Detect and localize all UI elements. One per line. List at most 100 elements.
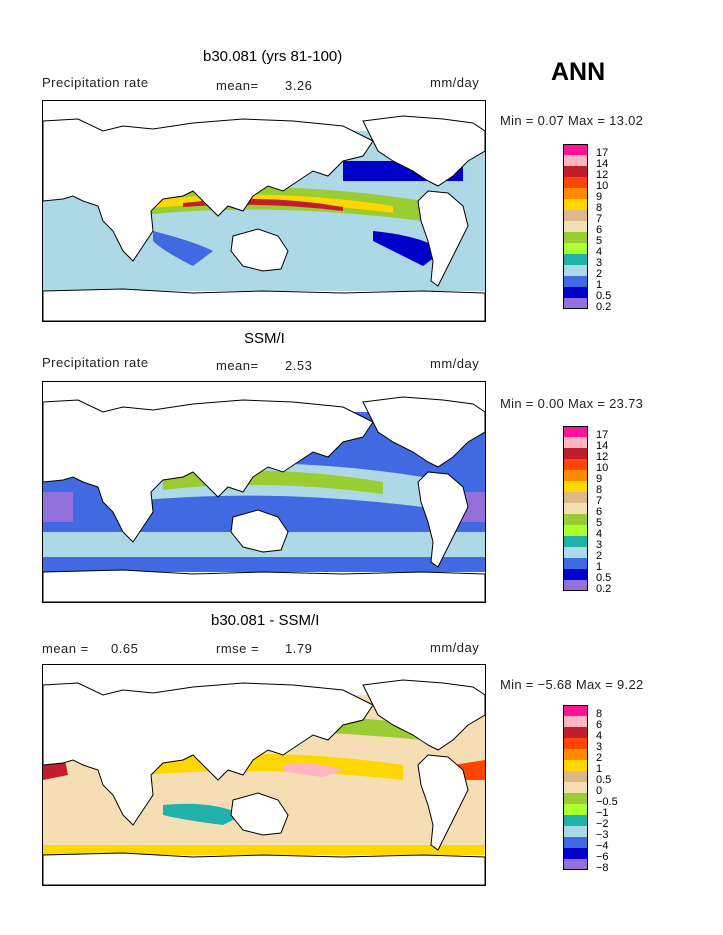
colorbar-label: 4 [596,246,603,258]
colorbar-swatch [563,727,588,738]
colorbar-label: −2 [596,818,609,830]
rmse-label-diff: rmse = [216,641,260,656]
colorbar-label: 17 [596,147,609,159]
colorbar-label: 0.2 [596,301,612,313]
colorbar-label: 3 [596,539,603,551]
continent-outline [43,399,374,543]
colorbar-label: 10 [596,462,609,474]
colorbar-swatch [563,210,588,221]
colorbar-label: 0.2 [596,583,612,595]
colorbar-label: −8 [596,862,609,874]
units-diff: mm/day [430,640,480,655]
colorbar-label: 1 [596,279,603,291]
colorbar-label: 5 [596,235,603,247]
colorbar-swatch [563,503,588,514]
continent-outline [230,792,289,836]
continent-outline [43,288,485,321]
mean-label-diff: mean = [42,641,89,656]
colorbar-label: −4 [596,840,609,852]
colorbar-swatch [563,815,588,826]
colorbar-swatch [563,547,588,558]
season-label: ANN [551,58,606,86]
panel-title-obs: SSM/I [244,330,285,347]
units-model: mm/day [430,75,480,90]
colorbar-label: 6 [596,506,603,518]
colorbar-swatch [563,221,588,232]
continent-outline [362,396,485,468]
colorbar-label: −6 [596,851,609,863]
precip-band [163,803,243,825]
map-model [42,100,486,322]
left-label-model: Precipitation rate [42,75,149,90]
colorbar-swatch [563,232,588,243]
mean-value-model: 3.26 [285,78,313,93]
map-obs [42,381,486,603]
colorbar-swatch [563,254,588,265]
mean-value-obs: 2.53 [285,358,313,373]
colorbar-swatch [563,705,588,716]
min-max-model: Min = 0.07 Max = 13.02 [500,113,644,128]
colorbar-swatch [563,569,588,580]
min-max-diff: Min = −5.68 Max = 9.22 [500,677,644,692]
colorbar-swatch [563,525,588,536]
continent-outline [417,471,469,568]
colorbar-label: 0 [596,785,603,797]
colorbar-swatch [563,243,588,254]
colorbar-swatch [563,738,588,749]
map-svg-diff [43,679,485,885]
colorbar-swatch [563,492,588,503]
colorbar-label: 8 [596,202,603,214]
colorbar-swatch [563,426,588,437]
colorbar-swatch [563,771,588,782]
precip-band [43,845,485,855]
colorbar-swatch [563,166,588,177]
colorbar-label: −3 [596,829,609,841]
continent-outline [43,682,374,826]
colorbar-label: −1 [596,807,609,819]
colorbar-swatch [563,448,588,459]
colorbar-label: 4 [596,730,603,742]
colorbar-label: 8 [596,708,603,720]
continent-outline [43,118,374,262]
colorbar-swatch [563,793,588,804]
colorbar-swatch [563,536,588,547]
colorbar-swatch [563,481,588,492]
mean-value-diff: 0.65 [111,641,139,656]
continent-outline [417,190,469,287]
colorbar-label: 7 [596,213,603,225]
colorbar-swatch [563,804,588,815]
colorbar-label: 3 [596,741,603,753]
colorbar-label: 12 [596,169,609,181]
colorbar-swatch [563,199,588,210]
colorbar-swatch [563,155,588,166]
colorbar-label: 0.5 [596,290,612,302]
colorbar-label: 9 [596,473,603,485]
colorbar-label: 2 [596,550,603,562]
colorbar-swatch [563,188,588,199]
colorbar-label: 4 [596,528,603,540]
colorbar-swatch [563,837,588,848]
precip-band [43,492,73,522]
colorbar-label: 17 [596,429,609,441]
colorbar-label: 3 [596,257,603,269]
colorbar-label: 2 [596,268,603,280]
map-svg-model [43,115,485,321]
rmse-value-diff: 1.79 [285,641,313,656]
colorbar-swatch [563,558,588,569]
map-svg-obs [43,396,485,602]
colorbar-label: 0.5 [596,572,612,584]
colorbar-label: 2 [596,752,603,764]
colorbar-swatch [563,514,588,525]
panel-title-model: b30.081 (yrs 81-100) [203,48,343,65]
colorbar-label: 1 [596,763,603,775]
colorbar-label: 9 [596,191,603,203]
colorbar-label: 0.5 [596,774,612,786]
precip-band [373,231,443,266]
colorbar-swatch [563,760,588,771]
colorbar-label: 10 [596,180,609,192]
mean-label-model: mean= [216,78,259,93]
colorbar-label: 6 [596,719,603,731]
mean-label-obs: mean= [216,358,259,373]
continent-outline [230,509,289,553]
colorbar-swatch [563,459,588,470]
